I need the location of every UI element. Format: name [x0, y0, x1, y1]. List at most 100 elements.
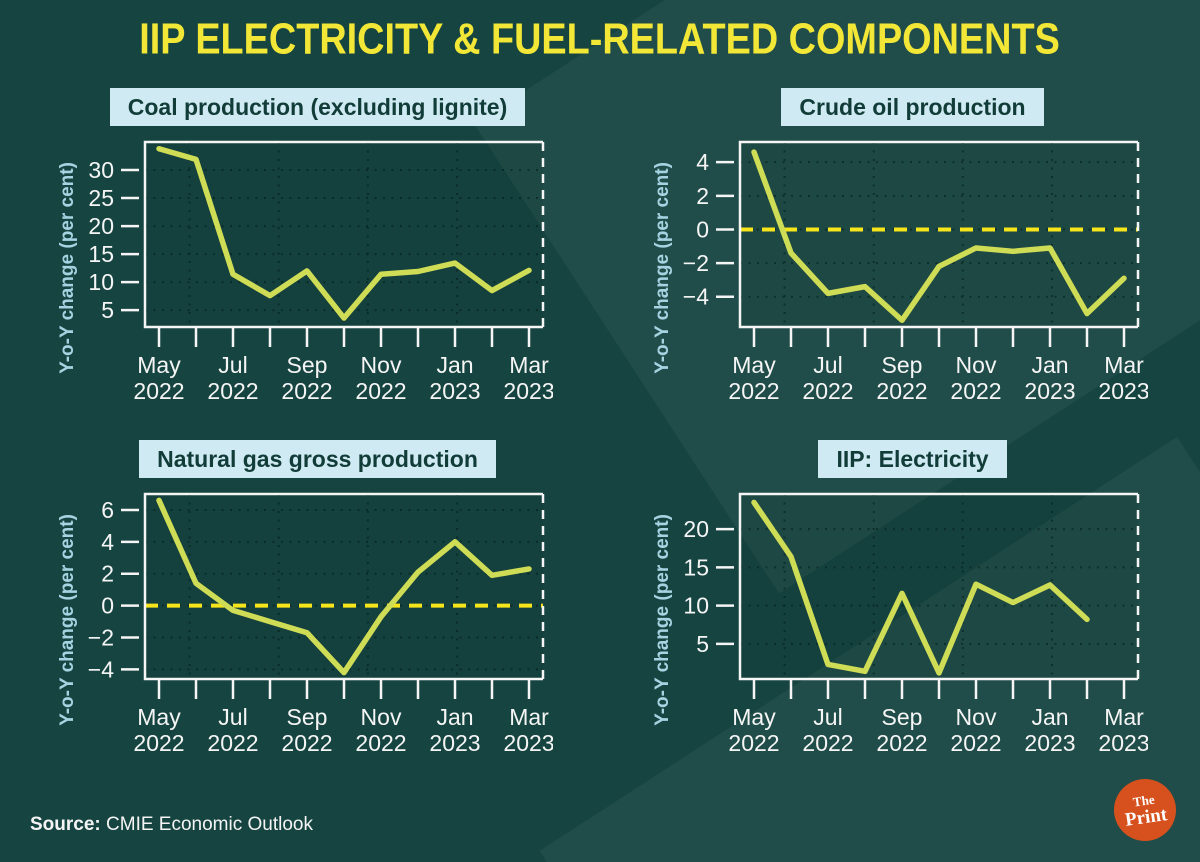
panel-head: Coal production (excluding lignite) — [20, 88, 585, 126]
panel-coal-production: Coal production (excluding lignite) Y-o-… — [20, 88, 585, 402]
logo-line-print: Print — [1123, 803, 1169, 831]
chart-row: Y-o-Y change (per cent) −4 −2 0 2 4 May 2022 Ju… — [648, 134, 1148, 402]
panel-title-badge: Crude oil production — [781, 88, 1044, 126]
svg-text:15: 15 — [88, 241, 114, 267]
chart-row: Y-o-Y change (per cent) 5 10 15 20 25 30 May 20… — [53, 134, 553, 402]
svg-text:25: 25 — [88, 185, 114, 211]
y-axis-label: Y-o-Y change (per cent) — [651, 162, 673, 374]
plot-area — [144, 142, 543, 327]
tick-marks — [715, 527, 1125, 699]
theprint-logo: The Print — [1114, 779, 1176, 841]
plot-area — [739, 494, 1138, 679]
charts-grid: Coal production (excluding lignite) Y-o-… — [20, 88, 1180, 754]
panel-crude-oil: Crude oil production Y-o-Y change (per c… — [615, 88, 1180, 402]
y-axis-label: Y-o-Y change (per cent) — [56, 162, 78, 374]
x-tick-labels: May 2022 Jul 2022 Sep 2022 Nov 2022 Jan 2023 Mar 20… — [728, 704, 1148, 754]
crude-oil-chart-svg: −4 −2 0 2 4 May 2022 Jul 2022 Sep 2022 Nov 2022 Jan 20… — [682, 140, 1148, 402]
svg-text:5: 5 — [101, 297, 114, 323]
y-axis-label: Y-o-Y change (per cent) — [651, 514, 673, 726]
y-axis-label-wrap: Y-o-Y change (per cent) — [53, 134, 83, 402]
source-line: Source: CMIE Economic Outlook — [30, 814, 313, 836]
y-tick-labels: −4 −2 0 2 4 — [682, 149, 708, 310]
y-axis-label-wrap: Y-o-Y change (per cent) — [648, 486, 678, 754]
panel-title-badge: Coal production (excluding lignite) — [109, 88, 526, 126]
data-line — [750, 499, 1090, 676]
svg-text:−2: −2 — [682, 250, 708, 276]
svg-text:6: 6 — [101, 497, 114, 523]
y-tick-labels: 5 10 15 20 — [683, 516, 709, 657]
x-tick-labels: May 2022 Jul 2022 Sep 2022 Nov 2022 Jan 2023 Mar 20… — [133, 352, 553, 402]
natural-gas-chart-svg: −4 −2 0 2 4 6 May 2022 Jul 2022 Sep 2022 Nov 2022 Jan 2… — [87, 492, 553, 754]
svg-text:2: 2 — [696, 183, 709, 209]
page-title: IIP ELECTRICITY & FUEL-RELATED COMPONENT… — [139, 15, 1061, 64]
svg-text:30: 30 — [88, 157, 114, 183]
data-line — [750, 149, 1127, 324]
tick-marks — [120, 168, 530, 347]
panel-iip-electricity: IIP: Electricity Y-o-Y change (per cent)… — [615, 440, 1180, 754]
y-axis-label-wrap: Y-o-Y change (per cent) — [648, 134, 678, 402]
chart-row: Y-o-Y change (per cent) 5 10 15 20 May 2022 Ju… — [648, 486, 1148, 754]
svg-text:10: 10 — [683, 593, 709, 619]
svg-text:−2: −2 — [87, 625, 113, 651]
source-label: Source: — [30, 814, 101, 835]
tick-marks — [120, 508, 530, 699]
panel-natural-gas: Natural gas gross production Y-o-Y chang… — [20, 440, 585, 754]
plot-area — [144, 494, 543, 679]
svg-text:2: 2 — [101, 561, 114, 587]
y-axis-label-wrap: Y-o-Y change (per cent) — [53, 486, 83, 754]
svg-text:10: 10 — [88, 269, 114, 295]
x-tick-labels: May 2022 Jul 2022 Sep 2022 Nov 2022 Jan 2023 Mar 20… — [133, 704, 553, 754]
svg-text:20: 20 — [683, 516, 709, 542]
panel-head: Natural gas gross production — [20, 440, 585, 478]
svg-text:0: 0 — [696, 216, 709, 242]
panel-title-badge: IIP: Electricity — [818, 440, 1007, 478]
header: IIP ELECTRICITY & FUEL-RELATED COMPONENT… — [0, 15, 1200, 64]
svg-text:−4: −4 — [682, 284, 708, 310]
svg-text:0: 0 — [101, 593, 114, 619]
panel-head: IIP: Electricity — [615, 440, 1180, 478]
iip-electricity-chart-svg: 5 10 15 20 May 2022 Jul 2022 Sep 2022 Nov 2022 Jan 20… — [683, 492, 1148, 754]
svg-text:4: 4 — [101, 529, 114, 555]
svg-text:4: 4 — [696, 149, 709, 175]
y-axis-label: Y-o-Y change (per cent) — [56, 514, 78, 726]
data-line — [155, 497, 532, 676]
x-tick-labels: May 2022 Jul 2022 Sep 2022 Nov 2022 Jan 2023 Mar 20… — [728, 352, 1148, 402]
svg-text:15: 15 — [683, 554, 709, 580]
svg-text:20: 20 — [88, 213, 114, 239]
tick-marks — [715, 160, 1125, 347]
svg-text:5: 5 — [696, 631, 709, 657]
source-text: CMIE Economic Outlook — [106, 814, 313, 835]
chart-row: Y-o-Y change (per cent) −4 −2 0 2 4 6 May 2022 J… — [53, 486, 553, 754]
panel-title-badge: Natural gas gross production — [139, 440, 496, 478]
svg-text:−4: −4 — [87, 656, 113, 682]
panel-head: Crude oil production — [615, 88, 1180, 126]
data-line — [155, 145, 532, 321]
theprint-logo-text: The Print — [1122, 791, 1169, 831]
